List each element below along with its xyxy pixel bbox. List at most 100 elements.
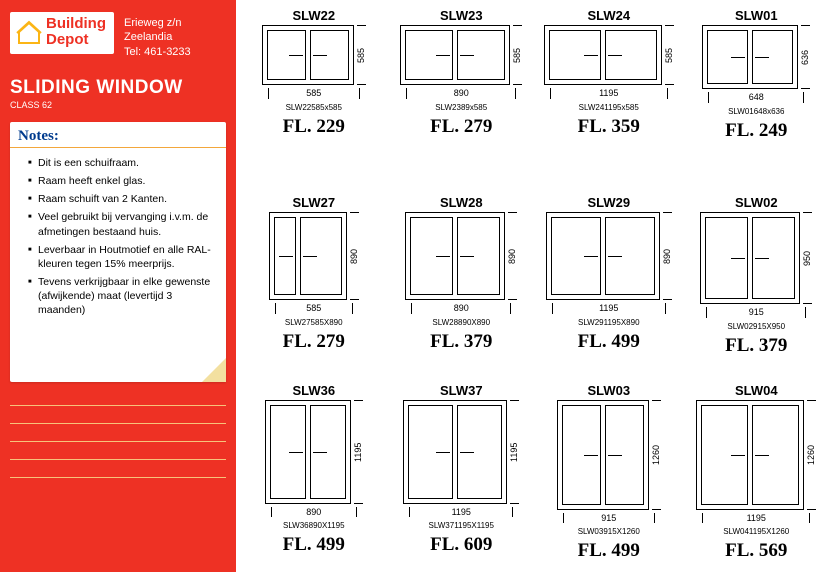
note-item: Raam heeft enkel glas. xyxy=(28,174,216,188)
height-dimension: 585 xyxy=(513,25,522,85)
note-item: Veel gebruikt bij vervanging i.v.m. de a… xyxy=(28,210,216,238)
window-diagram: 585 1195 xyxy=(544,25,674,99)
handle-icon xyxy=(755,258,769,259)
height-dimension: 1195 xyxy=(510,400,519,504)
note-item: Dit is een schuifraam. xyxy=(28,156,216,170)
handle-icon xyxy=(584,256,598,257)
brand-line2: Depot xyxy=(46,32,106,48)
sidebar: Building Depot Erieweg z/n Zeelandia Tel… xyxy=(0,0,236,572)
window-cell: SLW27 890585 SLW27585X890 FL. 279 xyxy=(242,193,386,378)
price-label: FL. 279 xyxy=(283,331,345,353)
price-label: FL. 249 xyxy=(725,120,787,142)
handle-icon xyxy=(584,55,598,56)
height-dimension: 950 xyxy=(803,212,812,304)
house-icon xyxy=(16,19,42,45)
model-code: SLW04 xyxy=(735,383,778,398)
window-frame xyxy=(269,212,347,300)
contact-address1: Erieweg z/n xyxy=(124,16,191,30)
sku-code: SLW03915X1260 xyxy=(578,527,640,536)
page-subtitle: CLASS 62 xyxy=(10,100,226,110)
window-pane-left xyxy=(562,405,601,505)
window-pane-right xyxy=(457,217,500,295)
window-pane-right xyxy=(457,405,502,499)
window-pane-left xyxy=(705,217,748,299)
note-line xyxy=(10,460,226,478)
window-diagram: 890890 xyxy=(405,212,517,314)
width-dimension: 585 xyxy=(275,303,353,314)
model-code: SLW37 xyxy=(440,383,483,398)
handle-icon xyxy=(608,455,622,456)
width-dimension: 1195 xyxy=(409,507,513,518)
height-dimension: 890 xyxy=(663,212,672,300)
notes-list: Dit is een schuifraam. Raam heeft enkel g… xyxy=(10,148,226,336)
window-diagram: 636648 xyxy=(702,25,810,103)
window-frame xyxy=(696,400,804,510)
window-cell: SLW245851195SLW241195x585FL. 359 xyxy=(537,6,681,191)
sku-code: SLW02915X950 xyxy=(727,322,785,331)
handle-icon xyxy=(584,455,598,456)
width-dimension: 585 xyxy=(268,88,360,99)
notes-card: Notes: Dit is een schuifraam.Raam heeft … xyxy=(10,122,226,382)
model-code: SLW29 xyxy=(587,195,630,210)
width-dimension: 890 xyxy=(271,507,357,518)
window-pane-left xyxy=(270,405,306,499)
window-pane-right xyxy=(752,30,793,84)
window-diagram: 890585 xyxy=(269,212,359,314)
price-label: FL. 279 xyxy=(430,116,492,138)
window-pane-right xyxy=(310,405,346,499)
window-diagram: 1260915 xyxy=(557,400,661,524)
window-cell: SLW22585585SLW22585x585FL. 229 xyxy=(242,6,386,191)
note-line xyxy=(10,406,226,424)
width-dimension: 1195 xyxy=(550,88,668,99)
price-label: FL. 229 xyxy=(283,116,345,138)
window-diagram: 585890 xyxy=(400,25,522,99)
logo-row: Building Depot Erieweg z/n Zeelandia Tel… xyxy=(10,12,226,59)
window-frame xyxy=(265,400,351,504)
width-dimension: 890 xyxy=(406,88,516,99)
window-pane-right xyxy=(752,217,795,299)
window-frame xyxy=(546,212,660,300)
window-diagram: 585585 xyxy=(262,25,366,99)
price-label: FL. 379 xyxy=(725,335,787,357)
window-pane-right xyxy=(457,30,505,80)
model-code: SLW36 xyxy=(292,383,335,398)
model-code: SLW01 xyxy=(735,8,778,23)
sku-code: SLW22585x585 xyxy=(286,103,342,112)
window-cell: SLW361195890SLW36890X1195FL. 499 xyxy=(242,381,386,566)
note-line xyxy=(10,388,226,406)
sku-code: SLW36890X1195 xyxy=(283,521,345,530)
window-diagram: 1195 1195 xyxy=(403,400,519,518)
window-frame xyxy=(544,25,662,85)
price-label: FL. 609 xyxy=(430,534,492,556)
handle-icon xyxy=(460,452,474,453)
handle-icon xyxy=(755,57,769,58)
height-dimension: 1195 xyxy=(354,400,363,504)
window-frame xyxy=(400,25,510,85)
note-item: Leverbaar in Houtmotief en alle RAL-kleu… xyxy=(28,243,216,271)
contact-info: Erieweg z/n Zeelandia Tel: 461-3233 xyxy=(124,16,191,59)
sku-code: SLW27585X890 xyxy=(285,318,343,327)
window-frame xyxy=(700,212,800,304)
page-title: SLIDING WINDOW xyxy=(10,77,226,99)
brand-name: Building Depot xyxy=(46,16,106,48)
window-pane-left xyxy=(701,405,748,505)
model-code: SLW27 xyxy=(292,195,335,210)
handle-icon xyxy=(313,55,327,56)
window-cell: SLW02950915SLW02915X950FL. 379 xyxy=(685,193,829,378)
window-pane-right xyxy=(605,30,657,80)
sku-code: SLW2389x585 xyxy=(435,103,487,112)
window-pane-left xyxy=(408,405,453,499)
handle-icon xyxy=(731,57,745,58)
handle-icon xyxy=(436,55,450,56)
contact-address2: Zeelandia xyxy=(124,30,191,44)
window-pane-left xyxy=(267,30,306,80)
height-dimension: 1260 xyxy=(807,400,816,510)
height-dimension: 585 xyxy=(665,25,674,85)
note-lines xyxy=(10,388,226,478)
sku-code: SLW371195X1195 xyxy=(429,521,494,530)
height-dimension: 585 xyxy=(357,25,366,85)
model-code: SLW23 xyxy=(440,8,483,23)
handle-icon xyxy=(460,55,474,56)
window-pane-left xyxy=(707,30,748,84)
handle-icon xyxy=(608,256,622,257)
